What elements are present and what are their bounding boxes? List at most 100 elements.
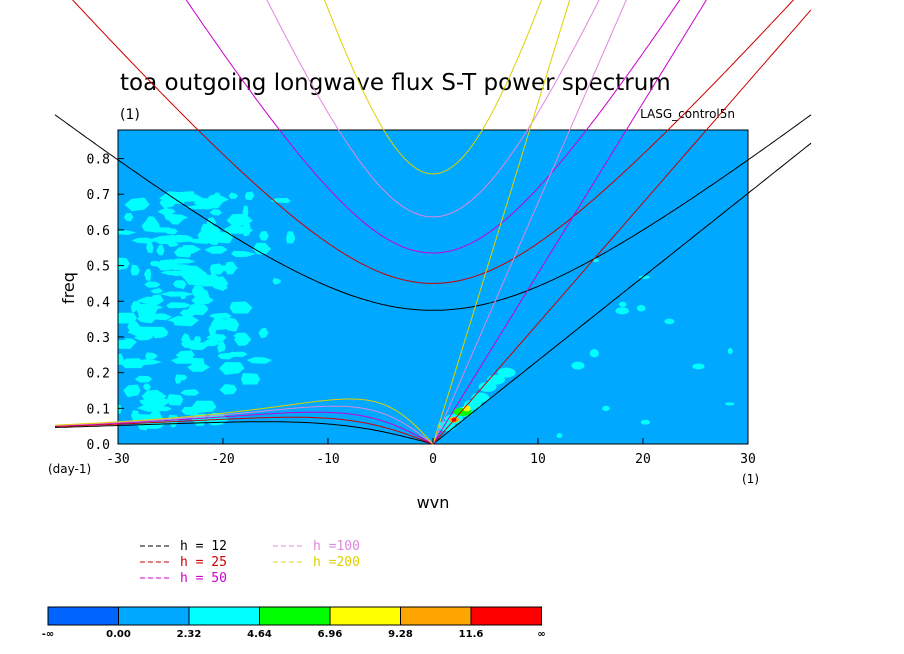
power-patch [156, 244, 165, 256]
power-patch [118, 257, 130, 271]
power-patch [602, 405, 610, 411]
colorbar-label: 4.64 [247, 629, 272, 640]
colorbar-label: 6.96 [318, 629, 343, 640]
power-patch [149, 402, 158, 407]
power-patch-yellow [462, 405, 471, 412]
x-tick-label: -30 [106, 452, 129, 467]
x-axis: -30 -20 -10 0 10 20 30 [106, 438, 756, 467]
power-patch [146, 242, 154, 253]
power-patch [175, 350, 195, 360]
rossby-curve [54, 421, 434, 445]
power-patch [210, 317, 234, 331]
colorbar-swatch [400, 606, 472, 626]
power-patch [204, 245, 228, 254]
colorbar-label: 0.00 [106, 629, 131, 640]
power-patch [589, 349, 599, 358]
inertia-gravity-curve [324, 0, 543, 175]
colorbar-swatch [118, 606, 190, 626]
power-patch [155, 406, 172, 412]
power-patch [123, 384, 141, 398]
colorbar-swatch [329, 606, 401, 626]
kelvin-curve [432, 0, 627, 445]
power-patch [151, 331, 168, 339]
power-patch [136, 297, 165, 305]
power-patch [234, 333, 252, 346]
power-patch [191, 296, 214, 305]
rossby-curve [54, 416, 434, 445]
power-patch [144, 268, 152, 281]
power-patch [180, 389, 200, 396]
legend-entry: h =100 [313, 539, 360, 554]
kelvin-curve [432, 0, 571, 445]
y-tick-label: 0.3 [87, 331, 110, 346]
legend-entry: h = 12 [180, 539, 227, 554]
rossby-curve [54, 405, 434, 445]
power-patch [168, 215, 184, 225]
x-tick-label: 30 [740, 452, 756, 467]
chart-title: toa outgoing longwave flux S-T power spe… [120, 70, 671, 96]
power-patch [692, 363, 705, 370]
chart-subtitle: (1) [120, 107, 140, 123]
kelvin-curve [432, 9, 812, 445]
power-patch [131, 237, 157, 244]
power-patch [209, 263, 226, 275]
power-patch [173, 247, 192, 258]
power-patch [244, 191, 255, 201]
power-patch [166, 394, 184, 406]
legend-entry: h = 25 [180, 555, 227, 570]
power-patch [224, 261, 238, 275]
power-patch [168, 258, 196, 264]
power-patch [571, 361, 585, 370]
power-patch [188, 238, 212, 244]
colorbar-label: 2.32 [177, 629, 202, 640]
power-patch [219, 384, 237, 395]
power-patch [118, 230, 137, 235]
legend-entry: h = 50 [180, 571, 227, 586]
power-patch [124, 197, 150, 212]
plot-area [117, 129, 749, 445]
power-patch [136, 314, 156, 324]
kelvin-curve [432, 0, 707, 445]
x-tick-label: -10 [316, 452, 339, 467]
power-patch [141, 389, 167, 403]
power-patch [241, 223, 251, 237]
power-patch [171, 357, 198, 364]
power-patch [127, 326, 156, 337]
x-tick-label: 10 [530, 452, 546, 467]
plot-background [118, 130, 748, 444]
power-patch [150, 234, 179, 245]
x-axis-label: wvn [417, 493, 450, 512]
power-patch [724, 402, 735, 406]
inertia-gravity-curve [54, 114, 812, 311]
power-patch [246, 357, 273, 364]
power-patch [142, 383, 151, 391]
power-patch [497, 367, 516, 378]
power-patch [184, 275, 208, 286]
power-patch [556, 433, 563, 438]
power-patch [123, 213, 134, 222]
power-patch [119, 358, 147, 369]
power-patch [636, 305, 646, 312]
y-tick-label: 0.2 [87, 367, 110, 382]
power-patch [252, 242, 271, 255]
power-patch [133, 334, 154, 341]
y-tick-label: 0.8 [87, 153, 110, 168]
power-patch [118, 314, 136, 324]
colorbar-swatch [259, 606, 331, 626]
power-patch [208, 194, 229, 204]
y-tick-label: 0.7 [87, 188, 110, 203]
power-patch [206, 234, 221, 246]
power-patch [209, 209, 222, 216]
rossby-curve [54, 398, 434, 445]
colorbar-swatch [47, 606, 119, 626]
case-label: LASG_control5n [640, 107, 735, 121]
power-patch [150, 288, 164, 294]
power-patch [118, 404, 122, 415]
power-patch [183, 205, 217, 210]
power-patch [174, 374, 182, 384]
power-patch [219, 362, 245, 375]
y-tick-label: 0.4 [87, 295, 111, 310]
power-patch [173, 280, 184, 286]
power-patch [640, 419, 651, 425]
colorbar-label: -∞ [42, 629, 54, 640]
